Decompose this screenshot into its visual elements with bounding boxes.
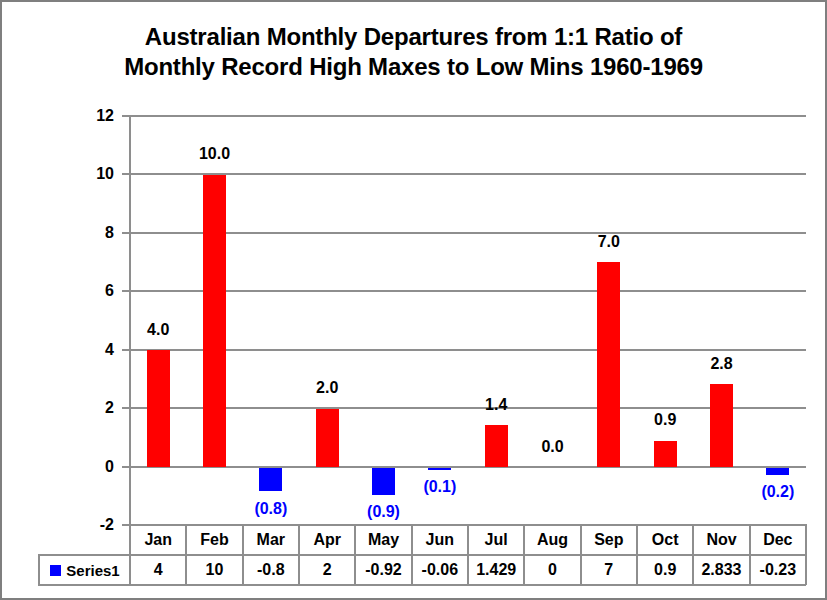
y-axis-label: 8 — [62, 223, 114, 243]
gridline — [130, 466, 806, 468]
table-month-header: Jun — [412, 525, 468, 555]
series1-bar — [597, 262, 620, 467]
table-month-header: Sep — [581, 525, 637, 555]
table-value-cell: 0.9 — [637, 555, 693, 585]
table-value-cell: 0 — [524, 555, 580, 585]
table-value-cell: -0.8 — [243, 555, 299, 585]
table-month-header: Oct — [637, 525, 693, 555]
bar-data-label: 0.0 — [520, 437, 586, 457]
y-axis-label: 4 — [62, 340, 114, 360]
bar-data-label: (0.1) — [407, 477, 473, 497]
table-value-cell: -0.92 — [355, 555, 411, 585]
bar-data-label: 4.0 — [125, 320, 191, 340]
gridline — [130, 290, 806, 292]
table-month-header: Aug — [524, 525, 580, 555]
series1-bar — [710, 384, 733, 467]
bar-data-label: 10.0 — [182, 144, 248, 164]
bar-data-label: (0.8) — [238, 499, 304, 519]
table-value-cell: 4 — [130, 555, 186, 585]
series1-bar — [316, 409, 339, 467]
table-month-header: May — [355, 525, 411, 555]
table-value-cell: 10 — [186, 555, 242, 585]
table-value-cell: 2.833 — [693, 555, 749, 585]
series1-bar — [372, 468, 395, 495]
series1-bar — [203, 175, 226, 467]
plot-area: 12 10 8 6 4 2 0 -2 4.0 10.0 (0.8) 2.0 (0.9) (0.1) 1.4 0… — [2, 2, 825, 598]
series1-legend-label: Series1 — [66, 562, 119, 579]
series1-bar — [766, 468, 789, 475]
table-month-header: Dec — [750, 525, 806, 555]
series1-bar — [147, 350, 170, 467]
series1-bar — [259, 468, 282, 491]
y-axis-line — [129, 115, 131, 585]
table-value-cell: 1.429 — [468, 555, 524, 585]
bar-data-label: 2.8 — [689, 354, 755, 374]
gridline — [130, 232, 806, 234]
table-month-header: Feb — [186, 525, 242, 555]
y-axis-label: 12 — [62, 106, 114, 126]
series1-legend-marker-icon — [50, 565, 61, 576]
gridline — [130, 349, 806, 351]
data-table-legend-cell: Series1 — [40, 555, 130, 585]
y-axis-label: -2 — [62, 515, 114, 535]
table-month-header: Jan — [130, 525, 186, 555]
series1-bar — [485, 425, 508, 467]
y-axis-label: 0 — [62, 457, 114, 477]
chart-canvas: Australian Monthly Departures from 1:1 R… — [0, 0, 827, 600]
table-month-header: Apr — [299, 525, 355, 555]
series1-bar — [428, 468, 451, 470]
bar-data-label: 7.0 — [576, 232, 642, 252]
gridline — [130, 115, 806, 117]
y-axis-label: 2 — [62, 398, 114, 418]
table-value-cell: 7 — [581, 555, 637, 585]
table-month-header: Mar — [243, 525, 299, 555]
bar-data-label: (0.9) — [351, 502, 417, 522]
bar-data-label: (0.2) — [745, 482, 811, 502]
gridline — [130, 173, 806, 175]
bar-data-label: 2.0 — [294, 378, 360, 398]
bar-data-label: 1.4 — [463, 395, 529, 415]
y-axis-label: 10 — [62, 164, 114, 184]
table-month-header: Nov — [693, 525, 749, 555]
bar-data-label: 0.9 — [632, 410, 698, 430]
table-month-header: Jul — [468, 525, 524, 555]
series1-bar — [654, 441, 677, 467]
table-value-cell: -0.23 — [750, 555, 806, 585]
y-axis-label: 6 — [62, 281, 114, 301]
table-value-cell: 2 — [299, 555, 355, 585]
table-value-cell: -0.06 — [412, 555, 468, 585]
